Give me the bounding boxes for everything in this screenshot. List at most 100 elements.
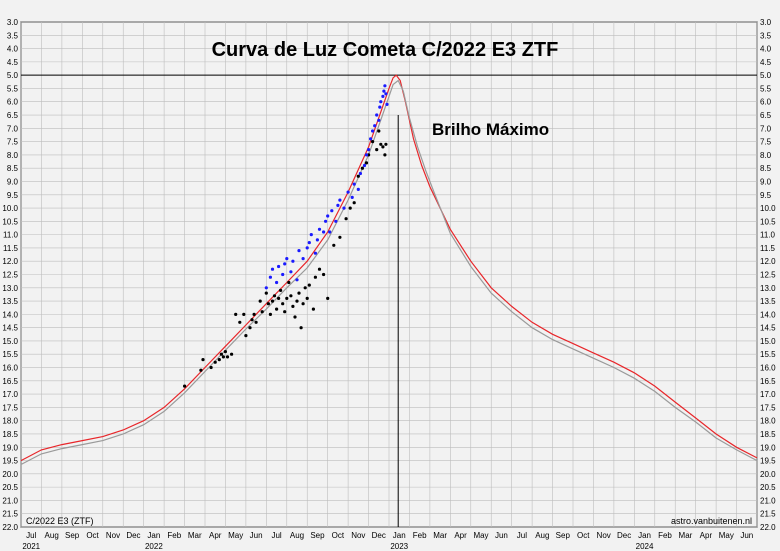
y-tick-label: 6.5: [7, 111, 19, 120]
y-tick-label: 10.5: [760, 217, 776, 226]
y-tick-label: 22.0: [760, 523, 776, 532]
observation-point-black: [322, 272, 326, 277]
x-tick-label: Apr: [209, 531, 222, 540]
observation-point-black: [183, 384, 187, 388]
y-tick-label: 12.5: [2, 271, 18, 280]
y-tick-label: 18.5: [2, 430, 18, 439]
x-tick-label: Nov: [351, 531, 365, 540]
y-tick-label: 11.0: [3, 231, 19, 240]
observation-point-blue: [291, 259, 295, 263]
y-tick-label: 4.0: [760, 45, 772, 54]
observation-point-black: [277, 296, 281, 300]
observation-point-black: [223, 350, 227, 354]
observation-point-blue: [307, 241, 311, 245]
x-tick-label: Dec: [126, 531, 140, 540]
x-tick-label: Jan: [147, 531, 160, 540]
observation-point-black: [287, 280, 291, 285]
y-tick-label: 5.5: [760, 84, 772, 93]
y-tick-label: 9.0: [760, 177, 772, 186]
observation-point-black: [279, 288, 283, 292]
observation-point-black: [293, 315, 297, 319]
x-tick-label: Aug: [290, 531, 304, 540]
x-tick-label: Jun: [740, 531, 753, 540]
y-tick-label: 11.5: [760, 244, 776, 253]
observation-point-black: [348, 206, 352, 210]
observation-point-black: [199, 368, 203, 372]
observation-point-black: [381, 145, 385, 149]
year-label: 2023: [390, 542, 408, 551]
y-tick-label: 20.5: [2, 483, 18, 492]
y-tick-label: 7.5: [7, 138, 19, 147]
observation-point-blue: [350, 195, 354, 199]
observation-point-black: [268, 312, 272, 316]
chart-title: Curva de Luz Cometa C/2022 E3 ZTF: [212, 39, 559, 61]
y-tick-label: 10.0: [2, 204, 18, 213]
observation-point-black: [291, 304, 295, 308]
y-tick-label: 21.0: [2, 496, 18, 505]
y-tick-label: 4.0: [7, 45, 19, 54]
observation-point-black: [301, 302, 305, 306]
y-tick-label: 9.0: [7, 177, 19, 186]
observation-point-blue: [379, 100, 383, 104]
observation-point-black: [313, 275, 317, 279]
y-tick-label: 8.5: [7, 164, 19, 173]
observation-point-blue: [338, 198, 342, 202]
y-tick-label: 15.5: [2, 350, 18, 359]
y-tick-label: 18.0: [2, 417, 18, 426]
observation-point-black: [295, 299, 299, 303]
y-tick-label: 9.5: [760, 191, 772, 200]
year-label: 2024: [636, 542, 654, 551]
observation-point-blue: [277, 264, 281, 269]
observation-point-black: [375, 148, 379, 152]
observation-point-blue: [342, 206, 346, 210]
observation-point-blue: [373, 124, 377, 128]
observation-point-black: [285, 296, 289, 300]
x-tick-label: Nov: [106, 531, 120, 540]
y-tick-label: 17.0: [2, 390, 18, 399]
model-curve-gray: [20, 79, 758, 466]
observation-point-blue: [336, 203, 340, 207]
x-tick-label: Feb: [413, 531, 427, 540]
x-tick-label: Apr: [454, 531, 467, 540]
observation-point-black: [371, 140, 375, 144]
observation-point-blue: [264, 286, 268, 290]
y-tick-label: 3.5: [7, 31, 19, 40]
observation-point-blue: [367, 148, 371, 152]
y-tick-label: 8.0: [760, 151, 772, 160]
observation-point-blue: [358, 171, 362, 176]
y-axis-right: 3.0 3.5 4.0 4.5 5.0 5.5 6.0 6.5 7.0 7.5 8.0 8.5 9.0 9…: [760, 18, 776, 532]
observation-point-black: [258, 299, 262, 303]
observation-point-black: [377, 129, 381, 133]
y-tick-label: 20.0: [760, 470, 776, 479]
observation-point-black: [201, 358, 205, 362]
x-tick-label: Jul: [517, 531, 527, 540]
y-tick-label: 15.0: [2, 337, 18, 346]
observation-point-blue: [297, 249, 301, 253]
observation-point-black: [311, 307, 315, 311]
y-tick-label: 17.5: [2, 403, 18, 412]
year-label: 2022: [145, 542, 163, 551]
observation-point-black: [384, 142, 388, 146]
y-tick-label: 13.5: [760, 297, 776, 306]
y-tick-label: 5.0: [7, 71, 19, 80]
observation-point-blue: [383, 84, 387, 88]
y-tick-label: 11.5: [3, 244, 19, 253]
year-label: 2021: [22, 542, 40, 551]
y-tick-label: 16.0: [2, 364, 18, 373]
observation-point-blue: [295, 278, 299, 282]
observation-point-blue: [346, 190, 350, 194]
observation-point-black: [275, 307, 279, 311]
y-tick-label: 3.0: [760, 18, 772, 27]
observation-point-black: [338, 235, 342, 239]
observation-point-black: [383, 153, 387, 157]
y-tick-label: 14.5: [2, 324, 18, 333]
observation-point-blue: [362, 163, 367, 168]
y-tick-label: 13.0: [760, 284, 776, 293]
observation-point-blue: [364, 153, 369, 157]
observation-point-blue: [268, 275, 272, 279]
observation-point-blue: [281, 272, 285, 277]
grid-lines: [20, 21, 758, 528]
y-tick-label: 19.0: [760, 443, 776, 452]
observations-black: [183, 129, 388, 388]
y-tick-label: 13.5: [2, 297, 18, 306]
